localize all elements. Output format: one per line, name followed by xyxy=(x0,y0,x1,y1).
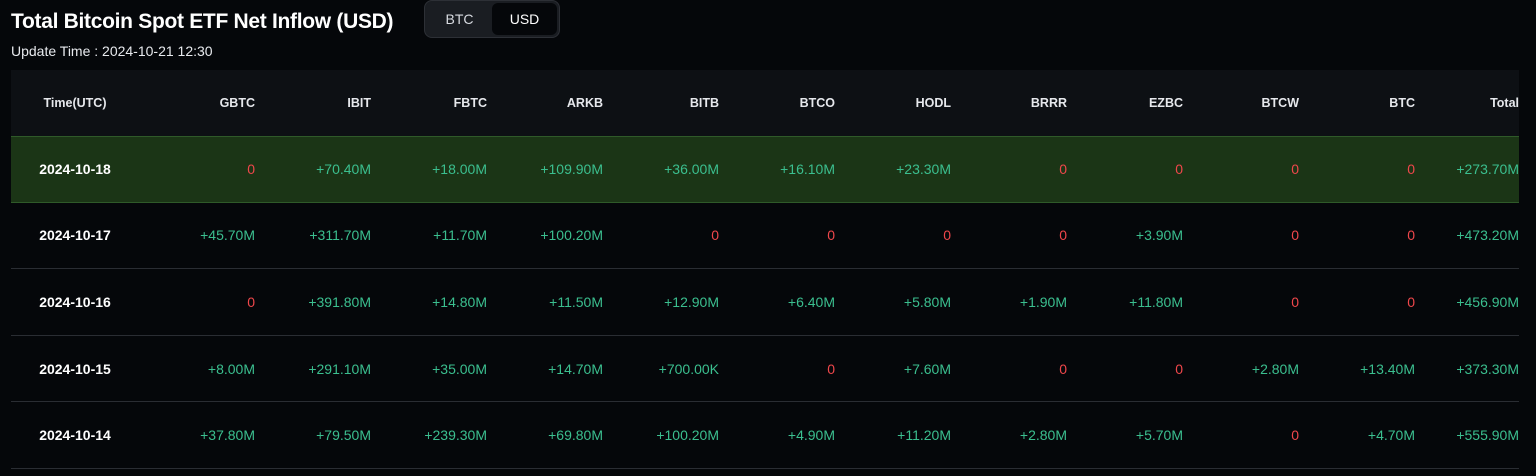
cell-fbtc: +35.00M xyxy=(432,360,487,377)
cell-btc: 0 xyxy=(1407,161,1415,178)
cell-ezbc: +3.90M xyxy=(1135,227,1183,244)
cell-arkb: +14.70M xyxy=(548,360,603,377)
column-header-btco[interactable]: BTCO xyxy=(799,96,835,110)
cell-gbtc: +8.00M xyxy=(207,360,255,377)
column-header-btc[interactable]: BTC xyxy=(1389,96,1415,110)
column-header-fbtc[interactable]: FBTC xyxy=(453,96,487,110)
cell-total: +473.20M xyxy=(1456,227,1519,244)
table-row[interactable]: 2024-10-16 0 +391.80M +14.80M +11.50M +12.90M… xyxy=(11,269,1519,336)
cell-btcw: 0 xyxy=(1291,161,1299,178)
cell-ibit: +79.50M xyxy=(316,427,371,444)
cell-fbtc: +14.80M xyxy=(432,293,487,310)
date-cell: 2024-10-16 xyxy=(39,293,111,310)
column-header-brrr[interactable]: BRRR xyxy=(1030,96,1067,110)
table-header-row: Time(UTC) GBTC IBIT FBTC ARKB BITB BTCO … xyxy=(11,70,1519,136)
cell-ezbc: +5.70M xyxy=(1135,427,1183,444)
cell-brrr: 0 xyxy=(1059,161,1067,178)
table-body: 2024-10-18 0 +70.40M +18.00M +109.90M +36.00M… xyxy=(11,136,1519,469)
column-header-arkb[interactable]: ARKB xyxy=(566,96,603,110)
cell-btco: 0 xyxy=(827,360,835,377)
column-header-bitb[interactable]: BITB xyxy=(689,96,719,110)
cell-ibit: +70.40M xyxy=(316,161,371,178)
cell-btco: 0 xyxy=(827,227,835,244)
table-row[interactable]: 2024-10-14 +37.80M +79.50M +239.30M +69.80M +… xyxy=(11,402,1519,469)
cell-fbtc: +18.00M xyxy=(432,161,487,178)
cell-btco: +16.10M xyxy=(780,161,835,178)
cell-arkb: +100.20M xyxy=(540,227,603,244)
column-header-hodl[interactable]: HODL xyxy=(915,96,951,110)
etf-flow-table: Time(UTC) GBTC IBIT FBTC ARKB BITB BTCO … xyxy=(11,70,1519,469)
column-header-total[interactable]: Total xyxy=(1490,96,1519,110)
cell-fbtc: +239.30M xyxy=(424,427,487,444)
cell-ezbc: 0 xyxy=(1175,161,1183,178)
cell-btcw: 0 xyxy=(1291,427,1299,444)
table-row[interactable]: 2024-10-18 0 +70.40M +18.00M +109.90M +36.00M… xyxy=(11,136,1519,203)
cell-bitb: +700.00K xyxy=(658,360,719,377)
date-cell: 2024-10-15 xyxy=(39,360,111,377)
cell-gbtc: +45.70M xyxy=(200,227,255,244)
cell-ibit: +311.70M xyxy=(309,227,371,244)
cell-gbtc: 0 xyxy=(247,161,255,178)
cell-btcw: 0 xyxy=(1291,227,1299,244)
cell-brrr: +2.80M xyxy=(1019,427,1067,444)
table-row[interactable]: 2024-10-17 +45.70M +311.70M +11.70M +100.20M… xyxy=(11,203,1519,270)
column-header-ezbc[interactable]: EZBC xyxy=(1148,96,1183,110)
cell-brrr: 0 xyxy=(1059,360,1067,377)
cell-total: +373.30M xyxy=(1456,360,1519,377)
date-cell: 2024-10-17 xyxy=(39,227,111,244)
toggle-usd-button[interactable]: USD xyxy=(492,3,557,35)
table-row[interactable]: 2024-10-15 +8.00M +291.10M +35.00M +14.70M +7… xyxy=(11,336,1519,403)
cell-hodl: +11.20M xyxy=(897,427,951,444)
cell-hodl: +23.30M xyxy=(896,161,951,178)
cell-bitb: +12.90M xyxy=(664,293,719,310)
column-header-ibit[interactable]: IBIT xyxy=(347,96,371,110)
page-header: Total Bitcoin Spot ETF Net Inflow (USD) … xyxy=(11,0,1521,70)
page-title: Total Bitcoin Spot ETF Net Inflow (USD) xyxy=(11,10,394,33)
cell-gbtc: 0 xyxy=(247,293,255,310)
cell-btcw: 0 xyxy=(1291,293,1299,310)
cell-btc: +4.70M xyxy=(1367,427,1415,444)
cell-total: +456.90M xyxy=(1456,293,1519,310)
cell-ibit: +291.10M xyxy=(308,360,371,377)
cell-ezbc: 0 xyxy=(1175,360,1183,377)
currency-toggle[interactable]: BTC USD xyxy=(424,0,560,38)
cell-arkb: +11.50M xyxy=(549,293,603,310)
cell-brrr: +1.90M xyxy=(1019,293,1067,310)
cell-btco: +6.40M xyxy=(787,293,835,310)
cell-bitb: 0 xyxy=(711,227,719,244)
cell-ibit: +391.80M xyxy=(308,293,371,310)
date-cell: 2024-10-18 xyxy=(39,161,111,178)
column-header-time[interactable]: Time(UTC) xyxy=(43,96,107,110)
cell-hodl: +7.60M xyxy=(903,360,951,377)
cell-hodl: +5.80M xyxy=(903,293,951,310)
cell-fbtc: +11.70M xyxy=(433,227,487,244)
cell-bitb: +36.00M xyxy=(664,161,719,178)
cell-ezbc: +11.80M xyxy=(1129,293,1183,310)
column-header-btcw[interactable]: BTCW xyxy=(1261,96,1300,110)
cell-total: +555.90M xyxy=(1456,427,1519,444)
cell-bitb: +100.20M xyxy=(656,427,719,444)
cell-arkb: +69.80M xyxy=(548,427,603,444)
cell-brrr: 0 xyxy=(1059,227,1067,244)
toggle-btc-button[interactable]: BTC xyxy=(445,11,474,27)
cell-total: +273.70M xyxy=(1456,161,1519,178)
cell-btcw: +2.80M xyxy=(1251,360,1299,377)
cell-hodl: 0 xyxy=(943,227,951,244)
date-cell: 2024-10-14 xyxy=(39,427,111,444)
cell-btc: +13.40M xyxy=(1360,360,1415,377)
cell-gbtc: +37.80M xyxy=(200,427,255,444)
cell-arkb: +109.90M xyxy=(540,161,603,178)
update-time: Update Time : 2024-10-21 12:30 xyxy=(11,43,213,59)
column-header-gbtc[interactable]: GBTC xyxy=(219,96,255,110)
cell-btco: +4.90M xyxy=(787,427,835,444)
cell-btc: 0 xyxy=(1407,293,1415,310)
cell-btc: 0 xyxy=(1407,227,1415,244)
